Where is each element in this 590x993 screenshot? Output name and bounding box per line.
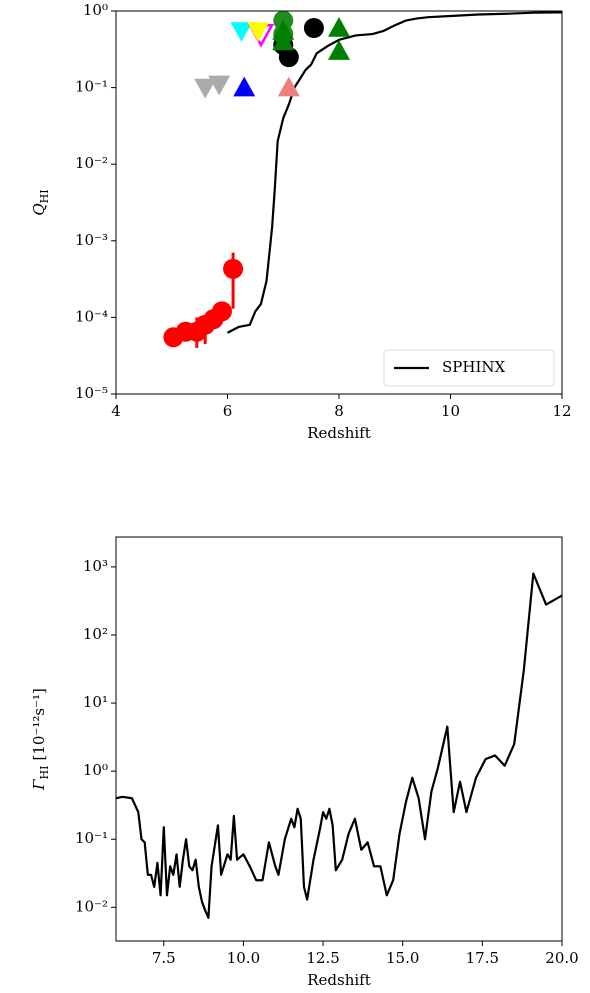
y-tick-label: 10⁻⁴	[75, 307, 108, 325]
y-tick-label: 10⁰	[83, 761, 108, 779]
y-tick-label: 10⁰	[83, 1, 108, 19]
x-tick-label: 12	[552, 402, 571, 420]
legend-label: SPHINX	[442, 358, 506, 376]
y-tick-label: 10⁻¹	[75, 78, 108, 96]
x-tick-label: 4	[111, 402, 121, 420]
y-tick-label: 10⁻³	[75, 231, 108, 249]
marker	[272, 30, 295, 51]
data-line	[226, 11, 562, 334]
x-axis-label: Redshift	[307, 971, 371, 989]
marker	[211, 301, 232, 322]
axes-frame	[115, 10, 563, 395]
x-tick-label: 10.0	[227, 949, 260, 967]
x-tick-label: 12.5	[306, 949, 339, 967]
data-line	[116, 572, 562, 919]
y-tick-label: 10⁻²	[75, 897, 108, 915]
y-tick-label: 10⁻⁵	[75, 384, 108, 402]
x-tick-label: 20.0	[545, 949, 578, 967]
marker	[194, 78, 217, 99]
marker	[303, 17, 324, 38]
x-tick-label: 8	[334, 402, 344, 420]
y-axis-label: QHI	[30, 189, 51, 215]
y-tick-label: 10⁻¹	[75, 829, 108, 847]
marker	[272, 19, 295, 40]
x-tick-label: 6	[223, 402, 233, 420]
marker	[278, 47, 299, 68]
x-tick-label: 17.5	[466, 949, 499, 967]
x-tick-label: 15.0	[386, 949, 419, 967]
y-axis-symbol: Γ	[30, 779, 48, 791]
marker	[208, 75, 231, 96]
y-axis-label: ΓHI [10⁻¹²s⁻¹]	[30, 688, 51, 791]
y-axis-subscript: HI	[38, 189, 51, 203]
marker	[247, 22, 270, 42]
y-axis-unit: [10⁻¹²s⁻¹]	[30, 688, 48, 760]
plot-area	[163, 11, 562, 348]
y-tick-label: 10³	[83, 557, 108, 575]
x-tick-label: 10	[441, 402, 460, 420]
legend-box	[383, 349, 555, 387]
x-tick-label: 7.5	[152, 949, 176, 967]
marker	[223, 258, 244, 279]
y-tick-label: 10⁻²	[75, 154, 108, 172]
marker	[277, 76, 300, 97]
marker	[328, 16, 350, 37]
y-tick-label: 10²	[83, 625, 108, 643]
marker	[230, 22, 253, 42]
axes-frame	[115, 536, 563, 942]
marker	[233, 76, 256, 97]
y-axis-subscript: HI	[38, 766, 51, 780]
x-axis-label: Redshift	[307, 424, 371, 442]
y-tick-label: 10¹	[83, 693, 108, 711]
plot-area	[116, 572, 562, 919]
marker	[328, 40, 350, 60]
y-axis-symbol: Q	[30, 203, 48, 215]
